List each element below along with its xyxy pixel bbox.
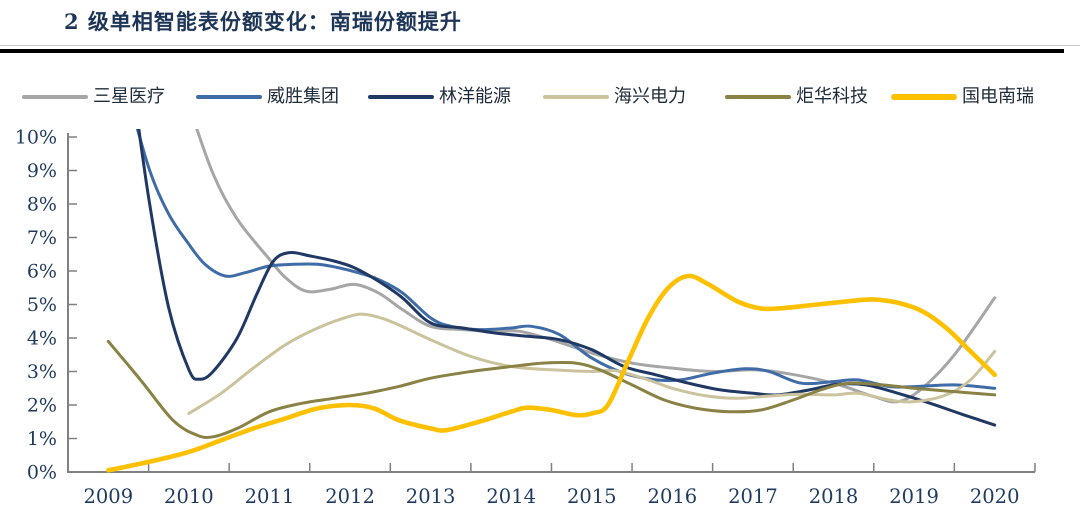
x-axis-year-label: 2013 (406, 485, 456, 508)
series-line-林洋能源 (137, 129, 997, 427)
legend-label: 炬华科技 (796, 86, 868, 107)
x-axis-year-label: 2017 (728, 485, 778, 508)
y-axis-tick-label: 9% (27, 160, 57, 182)
y-axis-tick-label: 3% (27, 361, 57, 383)
legend-item-威胜集团: 威胜集团 (196, 86, 339, 108)
legend-label: 威胜集团 (267, 86, 339, 107)
x-axis-year-label: 2020 (970, 485, 1020, 508)
x-axis-year-label: 2015 (567, 485, 617, 508)
x-axis-year-label: 2010 (164, 485, 214, 508)
legend-item-三星医疗: 三星医疗 (22, 86, 165, 108)
legend-line-swatch (196, 95, 262, 99)
legend-line-swatch (891, 94, 957, 100)
chart-title: 2 级单相智能表份额变化：南瑞份额提升 (64, 9, 462, 34)
legend-label: 林洋能源 (439, 86, 511, 107)
legend-line-swatch (543, 95, 609, 99)
legend-item-炬华科技: 炬华科技 (725, 86, 868, 108)
y-axis-tick-label: 1% (27, 428, 57, 450)
chart-legend: 三星医疗 威胜集团 林洋能源 海兴电力 炬华科技 国电南瑞 (0, 86, 1080, 108)
header-rule-thin (0, 45, 1080, 46)
y-axis-tick-label: 0% (27, 462, 57, 484)
legend-item-国电南瑞: 国电南瑞 (891, 86, 1034, 108)
header-rule-thick (0, 49, 1064, 53)
legend-item-林洋能源: 林洋能源 (368, 86, 511, 108)
series-line-威胜集团 (135, 129, 997, 390)
legend-label: 国电南瑞 (962, 86, 1034, 107)
x-axis-year-label: 2009 (83, 485, 133, 508)
y-axis-tick-label: 4% (27, 328, 57, 350)
legend-label: 三星医疗 (93, 86, 165, 107)
x-axis-year-label: 2014 (486, 485, 536, 508)
y-axis-tick-label: 2% (27, 395, 57, 417)
x-axis-year-label: 2018 (809, 485, 859, 508)
legend-line-swatch (22, 95, 88, 99)
series-line-海兴电力 (187, 312, 997, 415)
series-line-国电南瑞 (106, 273, 997, 473)
y-axis-tick-label: 6% (27, 261, 57, 283)
x-axis-year-label: 2019 (889, 485, 939, 508)
legend-label: 海兴电力 (614, 86, 686, 107)
legend-line-swatch (368, 95, 434, 99)
y-axis-tick-label: 5% (27, 294, 57, 316)
y-axis-tick-label: 7% (27, 227, 57, 249)
legend-line-swatch (725, 95, 791, 99)
x-axis-year-label: 2011 (245, 485, 295, 508)
legend-item-海兴电力: 海兴电力 (543, 86, 686, 108)
x-axis-year-label: 2012 (325, 485, 375, 508)
x-axis-year-label: 2016 (648, 485, 698, 508)
y-axis-tick-label: 10% (15, 127, 57, 149)
series-line-炬华科技 (106, 339, 997, 439)
y-axis-tick-label: 8% (27, 194, 57, 216)
